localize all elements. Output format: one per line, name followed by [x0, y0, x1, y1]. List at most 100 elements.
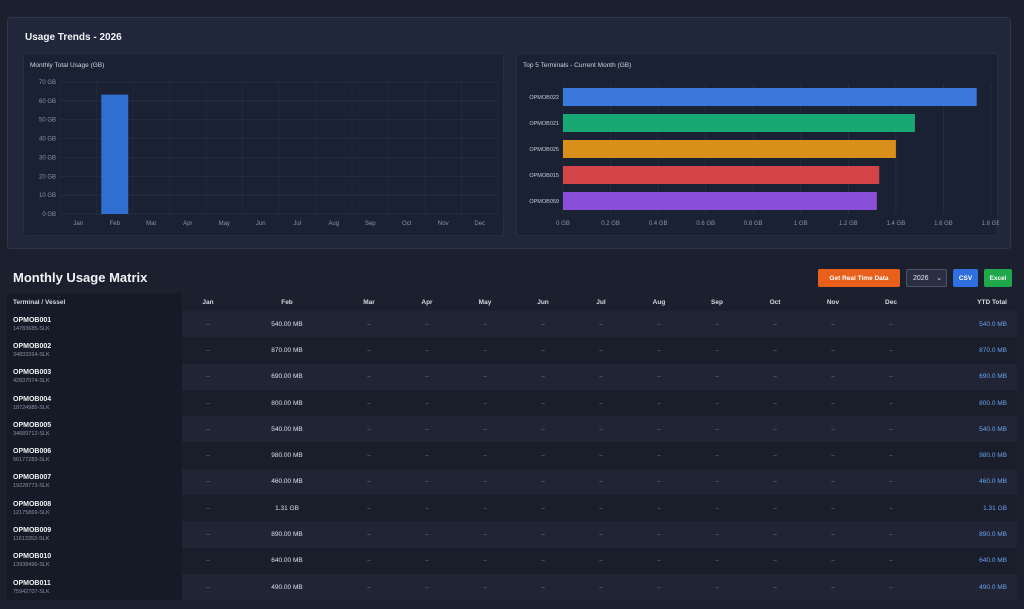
ytd-total-cell: 870.0 MB [920, 337, 1017, 364]
ytd-total-cell: 1.31 GB [920, 495, 1017, 522]
month-cell: – [514, 311, 572, 338]
ytd-total-cell: 980.0 MB [920, 442, 1017, 469]
table-row[interactable]: OPMOB005 34689712-SLK –540.00 MB – – – – – – – – – –… [7, 416, 1017, 443]
excel-export-button[interactable]: Excel [984, 269, 1012, 287]
month-cell: – [182, 337, 234, 364]
month-cell: – [688, 416, 746, 443]
terminal-name: OPMOB005 [13, 421, 52, 429]
terminal-id: 13938496-SLK [13, 562, 50, 569]
top-terminals-chart-title: Top 5 Terminals - Current Month (GB) [523, 62, 632, 69]
month-cell: – [630, 389, 688, 417]
month-cell: – [630, 442, 688, 469]
month-cell: – [456, 468, 514, 496]
month-cell: – [514, 337, 572, 364]
month-cell: 460.00 MB [234, 468, 340, 496]
month-cell: – [804, 363, 862, 390]
x-tick-label: Oct [402, 221, 412, 227]
month-cell: – [340, 468, 398, 496]
terminal-id: 34833264-SLK [13, 351, 50, 358]
month-cell: – [456, 311, 514, 338]
month-cell: – [514, 389, 572, 417]
month-cell: – [182, 521, 234, 548]
chevron-down-icon: ⌄ [936, 275, 942, 282]
table-row[interactable]: OPMOB006 56177283-SLK –980.00 MB – – – – – – – – – –… [7, 442, 1017, 469]
column-header: Apr [398, 293, 456, 311]
top-terminals-chart-svg: 0 GB 0.2 GB 0.4 GB 0.6 GB 0.8 GB 1 GB 1.2 GB 1.… [529, 84, 999, 227]
month-cell: – [182, 468, 234, 496]
column-header: Feb [234, 293, 340, 311]
month-cell: 800.00 MB [234, 389, 340, 417]
x-tick-label: Apr [183, 221, 192, 227]
month-cell: – [456, 389, 514, 417]
terminal-id: 11613353-SLK [13, 536, 50, 543]
month-cell: – [630, 311, 688, 338]
month-cell: – [456, 573, 514, 601]
month-cell: – [456, 442, 514, 469]
month-cell: – [456, 416, 514, 443]
month-cell: – [862, 495, 920, 522]
month-cell: – [804, 337, 862, 364]
month-cell: – [630, 363, 688, 390]
month-cell: – [456, 337, 514, 364]
year-select[interactable]: 2026 ⌄ [906, 269, 947, 287]
csv-export-button[interactable]: CSV [953, 269, 978, 287]
month-cell: – [572, 495, 630, 522]
month-cell: – [398, 363, 456, 390]
month-cell: – [862, 573, 920, 601]
month-cell: – [862, 416, 920, 443]
month-cell: – [398, 573, 456, 601]
month-cell: – [688, 363, 746, 390]
matrix-title: Monthly Usage Matrix [13, 270, 148, 285]
month-cell: – [514, 442, 572, 469]
x-tick-label: Jul [293, 221, 301, 227]
table-row[interactable]: OPMOB003 42837074-SLK –690.00 MB – – – – – – – – – –… [7, 363, 1017, 390]
table-row[interactable]: OPMOB001 14783685-SLK –540.00 MB – – – – – – – – – –… [7, 311, 1017, 338]
month-cell: – [688, 311, 746, 338]
table-row[interactable]: OPMOB009 11613353-SLK –890.00 MB – – – – – – – – – –… [7, 521, 1017, 548]
x-tick-label: 0.4 GB [649, 221, 668, 227]
month-cell: – [746, 495, 804, 522]
month-cell: – [804, 311, 862, 338]
column-header: Dec [862, 293, 920, 311]
terminal-name: OPMOB009 [13, 527, 52, 535]
month-cell: – [688, 573, 746, 601]
table-row[interactable]: OPMOB008 12175869-SLK –1.31 GB – – – – – – – – – –1.… [7, 495, 1017, 522]
month-cell: – [514, 573, 572, 601]
ytd-total-cell: 640.0 MB [920, 547, 1017, 574]
month-cell: 540.00 MB [234, 311, 340, 338]
month-cell: – [398, 337, 456, 364]
column-header: Jul [572, 293, 630, 311]
table-row[interactable]: OPMOB010 13938496-SLK –640.00 MB – – – – – – – – – –… [7, 547, 1017, 574]
monthly-usage-chart: Monthly Total Usage (GB) 0 GB 10 GB 20 GB 3… [23, 53, 504, 236]
get-real-time-data-button[interactable]: Get Real Time Data [818, 269, 900, 287]
month-cell: – [804, 389, 862, 417]
terminal-cell: OPMOB008 12175869-SLK [7, 495, 182, 522]
month-cell: – [630, 547, 688, 574]
ytd-total-cell: 460.0 MB [920, 468, 1017, 496]
month-cell: – [804, 521, 862, 548]
x-tick-label: 0.8 GB [744, 221, 763, 227]
table-row[interactable]: OPMOB011 75942707-SLK –490.00 MB – – – – – – – – – –… [7, 573, 1017, 601]
table-row[interactable]: OPMOB004 18724985-SLK –800.00 MB – – – – – – – – – –… [7, 389, 1017, 417]
month-cell: – [862, 521, 920, 548]
y-tick-label: OPMOB059 [529, 199, 559, 205]
table-row[interactable]: OPMOB002 34833264-SLK –870.00 MB – – – – – – – – – –… [7, 337, 1017, 364]
column-header: Terminal / Vessel [7, 293, 182, 311]
terminal-name: OPMOB004 [13, 395, 52, 403]
month-cell: – [398, 311, 456, 338]
month-cell: – [862, 442, 920, 469]
month-cell: – [340, 389, 398, 417]
month-cell: – [688, 442, 746, 469]
month-cell: – [514, 521, 572, 548]
month-cell: – [572, 311, 630, 338]
table-row[interactable]: OPMOB007 19228773-SLK –460.00 MB – – – – – – – – – –… [7, 468, 1017, 496]
y-tick-label: 10 GB [39, 193, 56, 199]
month-cell: – [572, 468, 630, 496]
month-cell: – [746, 573, 804, 601]
column-header: Oct [746, 293, 804, 311]
month-cell: – [182, 363, 234, 390]
month-cell: – [746, 363, 804, 390]
matrix-header: Monthly Usage Matrix Get Real Time Data … [0, 262, 1024, 292]
terminal-name: OPMOB008 [13, 500, 52, 508]
ytd-total-cell: 800.0 MB [920, 389, 1017, 417]
